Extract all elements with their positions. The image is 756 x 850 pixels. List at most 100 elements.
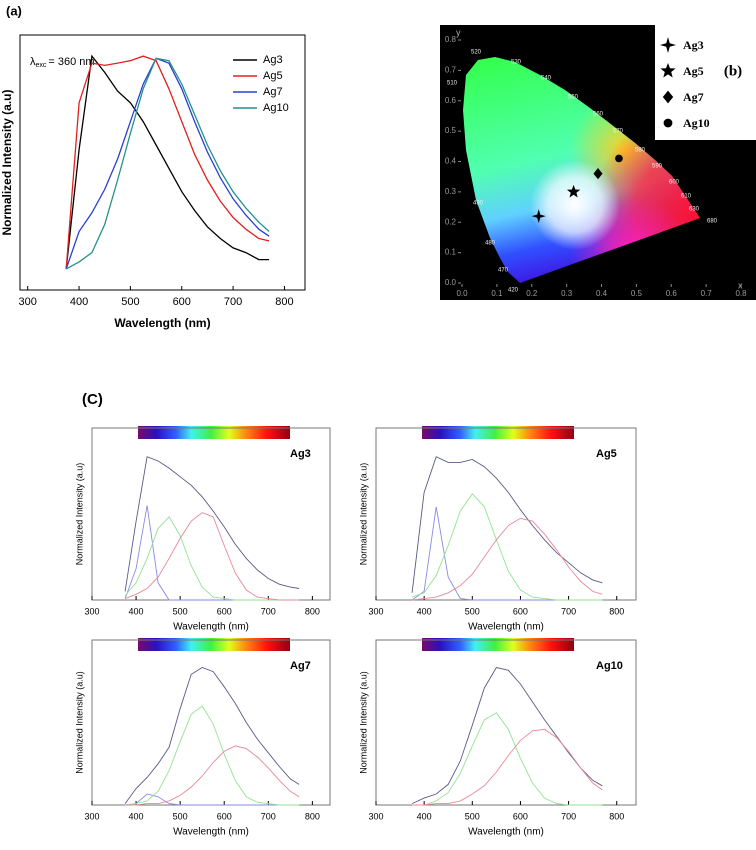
series-line bbox=[125, 793, 300, 806]
series-line bbox=[65, 57, 270, 270]
panel-label: (a) bbox=[6, 3, 22, 18]
locus-label: 470 bbox=[498, 268, 509, 274]
locus-label: 540 bbox=[541, 76, 552, 82]
x-tick-label: 300 bbox=[19, 296, 37, 308]
locus-label: 560 bbox=[593, 112, 604, 118]
x-tick-label: 700 bbox=[261, 606, 276, 616]
plot-frame bbox=[19, 34, 306, 291]
legend-label: Ag10 bbox=[263, 102, 289, 114]
plot-frame bbox=[375, 639, 637, 806]
y-tick-label: 0.4 bbox=[445, 157, 457, 166]
data-point bbox=[593, 168, 603, 180]
annotation-text: = 360 nm bbox=[48, 56, 94, 68]
y-tick-label: 0.6 bbox=[445, 96, 457, 105]
series-line bbox=[65, 57, 270, 270]
y-axis-label: y bbox=[456, 27, 461, 37]
x-tick-label: 0.7 bbox=[701, 289, 713, 298]
locus-label: 530 bbox=[511, 60, 522, 66]
x-tick-label: 600 bbox=[173, 296, 191, 308]
sample-label: Ag5 bbox=[596, 448, 617, 460]
series-line bbox=[124, 516, 300, 601]
x-axis-label: Wavelength (nm) bbox=[173, 827, 249, 838]
x-tick-label: 300 bbox=[84, 811, 99, 821]
x-tick-label: 600 bbox=[513, 606, 528, 616]
y-axis-label: Normalized Intensity (a.u) bbox=[0, 89, 14, 235]
panel-label: (C) bbox=[82, 391, 103, 408]
series-line bbox=[412, 517, 603, 601]
locus-label: 510 bbox=[447, 81, 458, 87]
y-tick-label: 0.3 bbox=[445, 187, 457, 196]
series-line bbox=[411, 456, 603, 593]
sample-label: Ag7 bbox=[290, 660, 311, 672]
spectrum-bar bbox=[138, 426, 290, 439]
series-line bbox=[124, 512, 300, 601]
x-tick-label: 500 bbox=[121, 296, 139, 308]
series-line bbox=[65, 54, 270, 269]
sample-label: Ag3 bbox=[290, 448, 311, 460]
y-axis-label: Normalized Intensity (a.u) bbox=[74, 463, 84, 566]
annotation-subscript: exc bbox=[36, 62, 47, 69]
x-axis-label: Wavelength (nm) bbox=[114, 316, 210, 330]
locus-label: 420 bbox=[508, 288, 519, 294]
spectrum-bar bbox=[138, 638, 290, 651]
locus-label: 520 bbox=[471, 50, 482, 56]
legend-label: Ag5 bbox=[263, 70, 283, 82]
series-line bbox=[412, 712, 603, 806]
x-tick-label: 0.1 bbox=[491, 289, 503, 298]
x-tick-label: 400 bbox=[129, 811, 144, 821]
series-line bbox=[124, 456, 300, 592]
y-tick-label: 0.1 bbox=[445, 248, 457, 257]
spectrum-bar bbox=[422, 638, 574, 651]
legend-label: Ag7 bbox=[683, 90, 704, 104]
x-tick-label: 300 bbox=[368, 606, 383, 616]
y-axis-label: Normalized Intensity (a.u) bbox=[74, 671, 84, 774]
x-tick-label: 0.4 bbox=[596, 289, 608, 298]
legend-marker bbox=[663, 118, 673, 128]
series-line bbox=[125, 705, 300, 806]
x-tick-label: 300 bbox=[368, 811, 383, 821]
x-axis-label: x bbox=[738, 280, 743, 290]
x-tick-label: 0.5 bbox=[631, 289, 643, 298]
x-tick-label: 400 bbox=[129, 606, 144, 616]
spectrum-bar bbox=[422, 426, 574, 439]
y-tick-label: 0.2 bbox=[445, 217, 457, 226]
locus-label: 490 bbox=[473, 201, 484, 207]
x-tick-label: 600 bbox=[217, 811, 232, 821]
y-tick-label: 0.5 bbox=[445, 126, 457, 135]
x-tick-label: 700 bbox=[224, 296, 242, 308]
x-tick-label: 0.6 bbox=[666, 289, 678, 298]
x-axis-label: Wavelength (nm) bbox=[468, 827, 544, 838]
legend-label: Ag7 bbox=[263, 86, 283, 98]
y-axis-label: Normalized Intensity (a.u) bbox=[358, 671, 368, 774]
x-tick-label: 800 bbox=[275, 296, 293, 308]
series-line bbox=[124, 505, 300, 601]
panel-label: (b) bbox=[724, 63, 742, 79]
x-tick-label: 500 bbox=[173, 606, 188, 616]
x-tick-label: 400 bbox=[70, 296, 88, 308]
x-tick-label: 700 bbox=[261, 811, 276, 821]
x-tick-label: 800 bbox=[609, 606, 624, 616]
locus-label: 590 bbox=[652, 164, 663, 170]
locus-label: 600 bbox=[669, 180, 680, 186]
legend-marker bbox=[662, 90, 674, 104]
annotation: λexc = 360 nm bbox=[30, 56, 95, 69]
data-point bbox=[531, 209, 546, 224]
legend-marker bbox=[660, 63, 676, 78]
series-line bbox=[411, 493, 603, 601]
x-tick-label: 600 bbox=[217, 606, 232, 616]
series-line bbox=[124, 667, 300, 804]
x-tick-label: 800 bbox=[305, 811, 320, 821]
series-line bbox=[125, 745, 300, 806]
locus-label: 570 bbox=[613, 129, 624, 135]
locus-label: 550 bbox=[568, 95, 579, 101]
x-tick-label: 0.2 bbox=[526, 289, 538, 298]
series-line bbox=[65, 55, 270, 269]
data-point bbox=[566, 184, 581, 198]
x-axis-label: Wavelength (nm) bbox=[468, 622, 544, 633]
x-tick-label: 400 bbox=[417, 811, 432, 821]
locus-label: 480 bbox=[485, 241, 496, 247]
locus-label: 610 bbox=[681, 194, 692, 200]
x-tick-label: 700 bbox=[561, 811, 576, 821]
legend-label: Ag5 bbox=[683, 64, 704, 78]
